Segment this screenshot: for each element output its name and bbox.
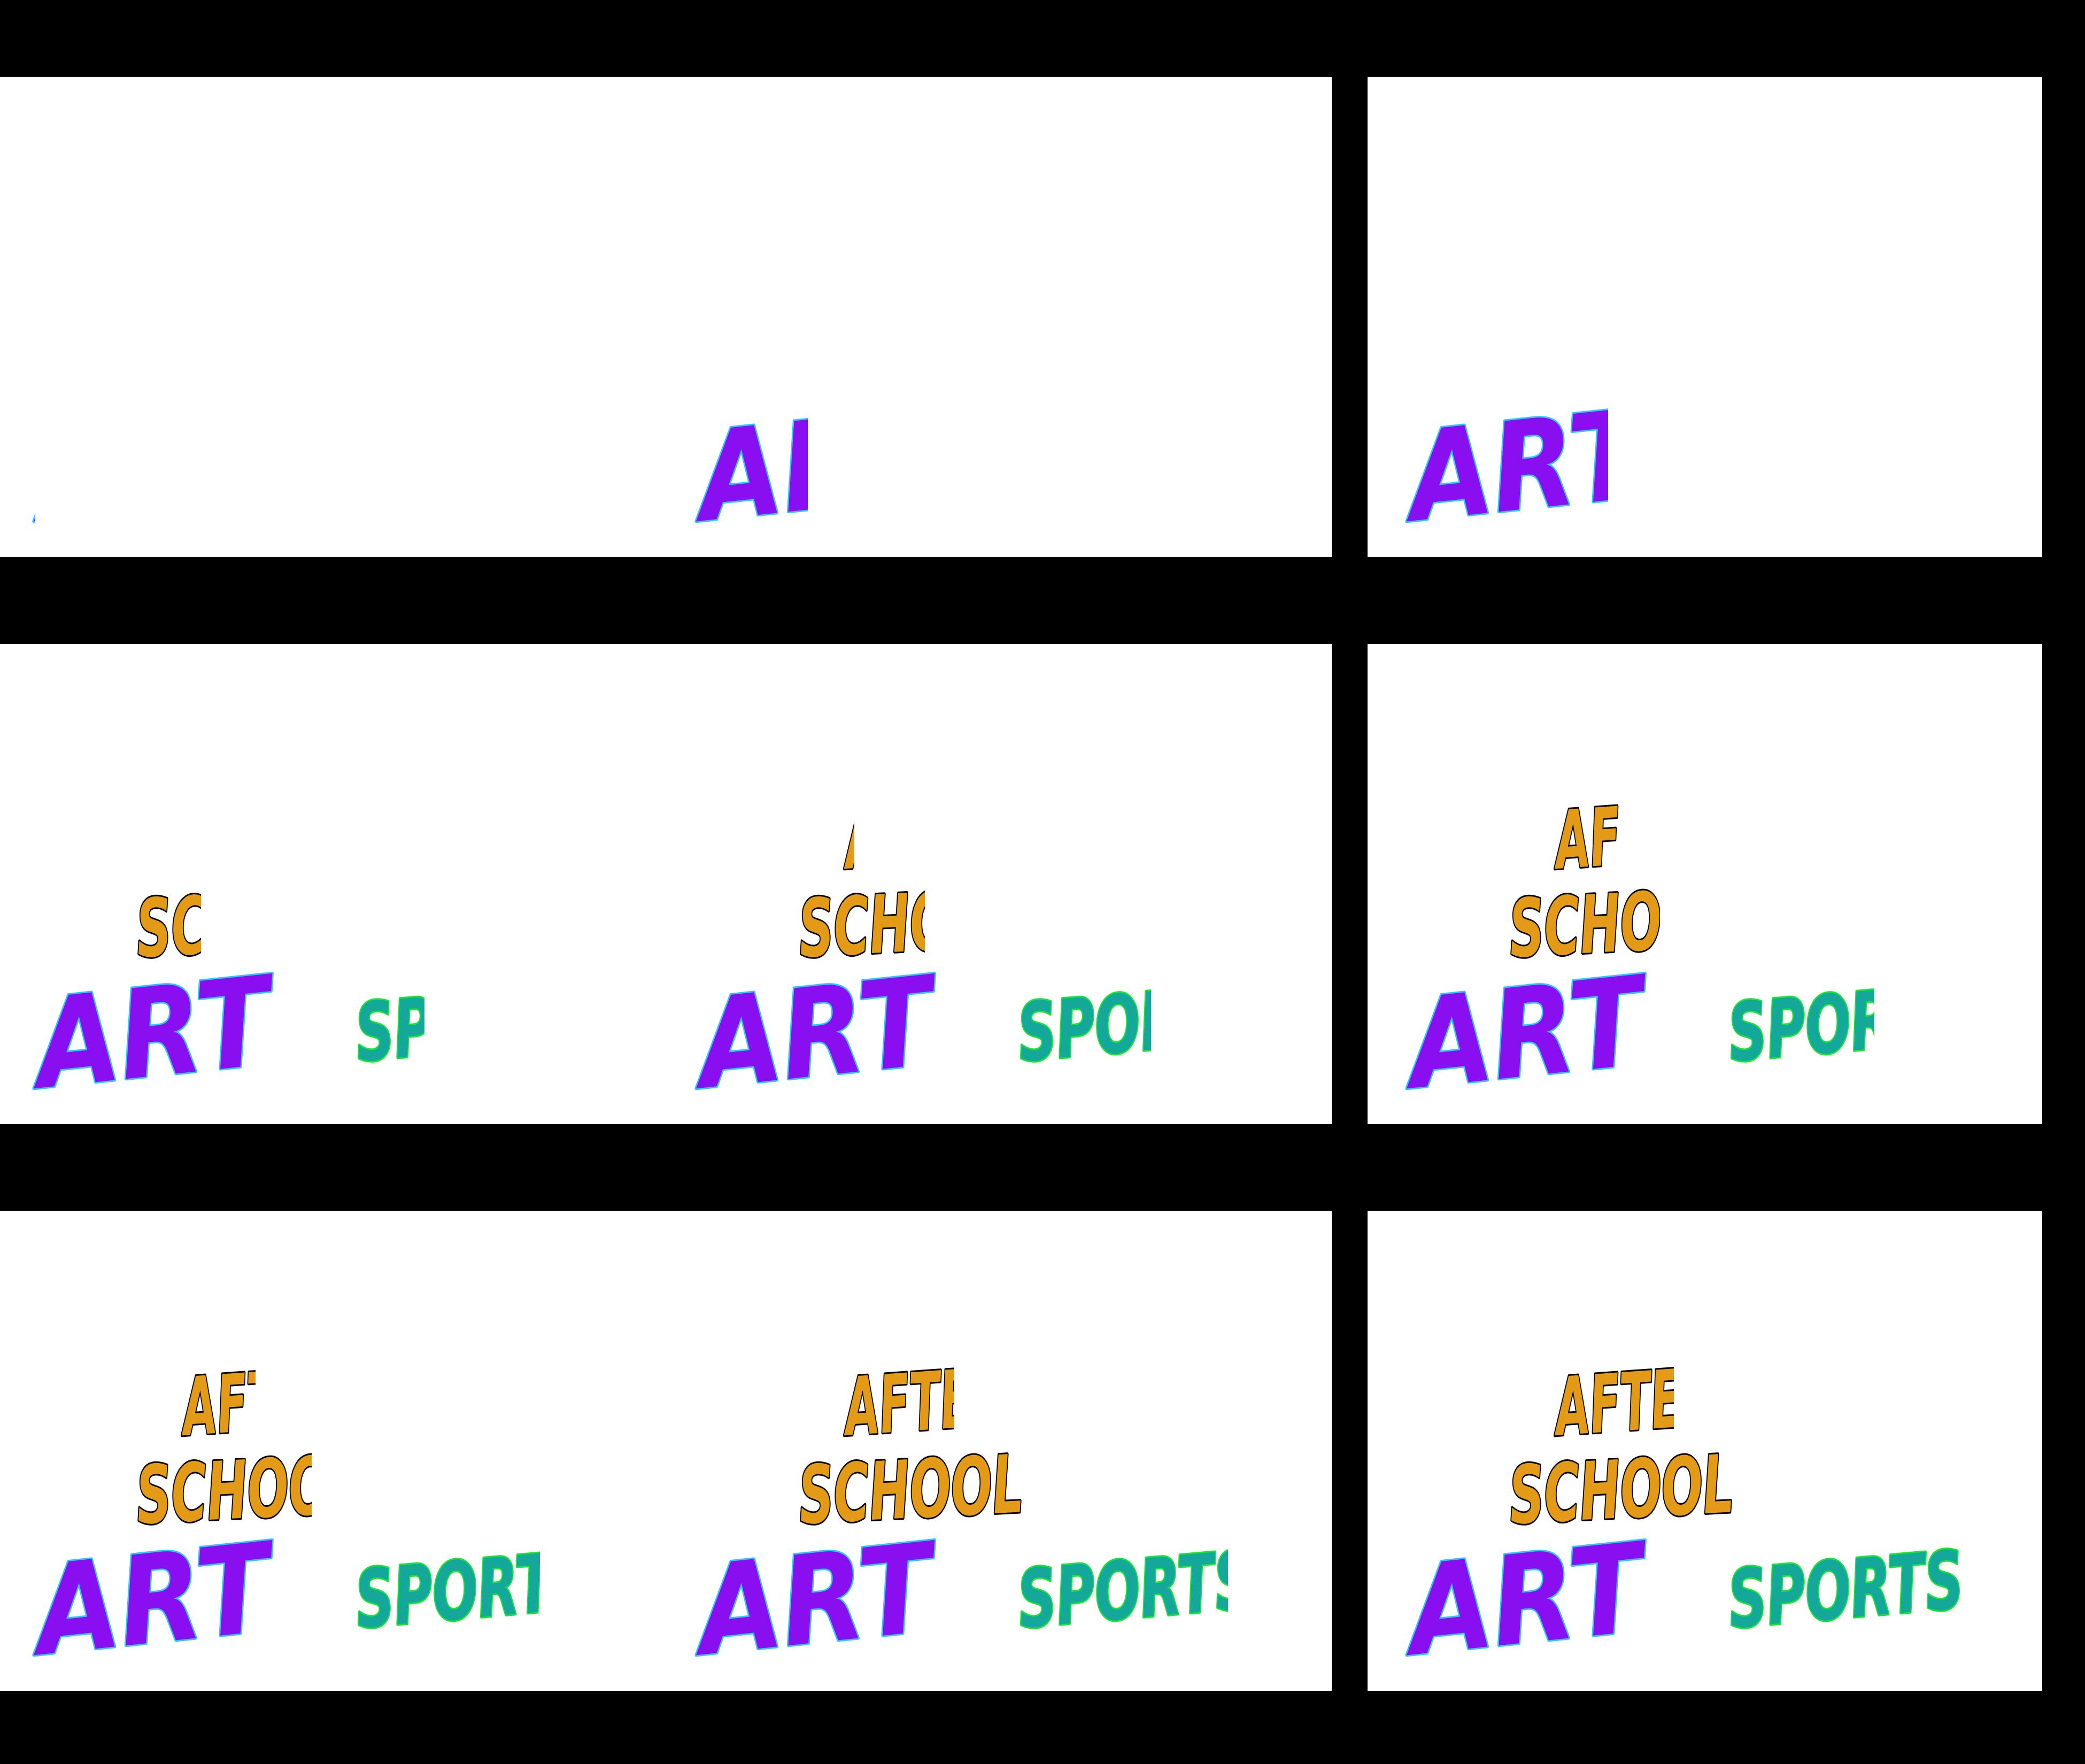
art-text: ART [684,383,948,551]
after-word-frame-5: AFTER [837,782,1008,889]
frame-9: AFTER SCHOOL ART SPORTS [1368,1211,2042,1691]
art-word-frame-8: ART [684,1515,949,1686]
art-text: ART [1395,1517,1658,1684]
school-word-frame-5: SCHOOL [795,870,1026,978]
after-text: AFTER [1549,1350,1719,1454]
school-text: SCHOOL [797,871,1026,976]
sports-word-frame-9: SPORTS [1723,1532,1968,1649]
frame-1: ART [0,77,669,557]
art-word-frame-9: ART [1395,1515,1659,1686]
sports-word-frame-8: SPORTS [1013,1532,1256,1649]
sports-text: SPORTS [1725,1534,1967,1647]
art-text: ART [22,1517,285,1684]
after-word-frame-9: AFTER [1548,1349,1719,1456]
sports-word-frame-6: SPORTS [1723,965,1967,1082]
school-word-frame-9: SCHOOL [1505,1436,1738,1544]
sports-word-frame-7: SPORTS [350,1532,594,1649]
sports-text: SPORTS [1014,1534,1256,1647]
sports-text: SPORTS [352,1534,594,1647]
frame-3: ART [1368,77,2042,557]
school-word-frame-6: SCHOOL [1505,870,1736,978]
school-word-frame-4: SCHOOL [133,870,364,978]
frame-5: AFTER SCHOOL ART SPORTS [657,644,1332,1124]
school-text: SCHOOL [134,1438,364,1543]
frame-2: ART [657,77,1332,557]
after-text: AFTER [176,1350,346,1454]
school-text: SCHOOL [134,871,364,976]
art-word-frame-3: ART [1395,381,1658,552]
sports-text: SPORTS [1014,967,1256,1080]
frame-6: AFTER SCHOOL ART SPORTS [1368,644,2042,1124]
art-word-frame-5: ART [684,948,949,1119]
school-word-frame-7: SCHOOL [133,1436,364,1544]
frame-3-canvas: ART [1395,381,1658,552]
art-word-frame-7: ART [22,1515,287,1686]
after-word-frame-8: AFTER [837,1349,1008,1456]
art-text: ART [1395,950,1658,1118]
art-text: ART [22,950,285,1118]
school-word-frame-8: SCHOOL [795,1436,1026,1544]
school-text: SCHOOL [1507,1438,1736,1543]
art-word-frame-4: ART [22,948,287,1119]
sports-word-frame-5: SPORTS [1013,965,1256,1082]
art-word-frame-6: ART [1395,948,1659,1119]
after-word-frame-6: AFTER [1548,782,1719,889]
art-text: ART [1395,383,1658,551]
after-word-frame-7: AFTER [175,1349,346,1456]
frame-7: AFTER SCHOOL ART SPORTS [0,1211,669,1691]
school-text: SCHOOL [1507,871,1736,976]
art-word-frame-1: ART [22,381,285,552]
art-text: ART [684,950,948,1118]
sports-text: SPORTS [352,967,594,1080]
after-text: AFTER [1549,784,1719,888]
frame-1-canvas: ART [22,381,285,552]
school-text: SCHOOL [797,1438,1026,1543]
frame-8: AFTER SCHOOL ART SPORTS [657,1211,1332,1691]
art-text: ART [22,383,285,551]
art-text: ART [684,1517,948,1684]
sports-word-frame-4: SPORTS [350,965,594,1082]
frame-4: SCHOOL ART SPORTS [0,644,669,1124]
after-text: AFTER [839,784,1008,888]
art-word-frame-2: ART [684,381,948,552]
after-text: AFTER [839,1350,1008,1454]
frame-2-canvas: ART [684,381,948,552]
sports-text: SPORTS [1725,967,1967,1080]
